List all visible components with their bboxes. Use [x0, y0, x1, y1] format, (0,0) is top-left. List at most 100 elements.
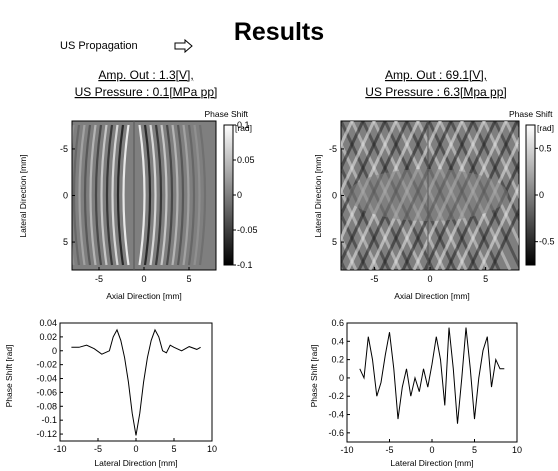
heatmap-left-colorbar-label: 0.1: [237, 120, 250, 130]
heatmap-right-colorbar-label: 0: [539, 190, 544, 200]
wavefront-arc: [154, 124, 163, 266]
heatmap-left-ytick-label: 0: [63, 191, 68, 201]
heatmap-left-colorbar-label: 0.05: [237, 155, 255, 165]
line-left-ytick-label: -0.04: [36, 374, 57, 384]
heatmap-left-xtick-label: 5: [186, 274, 191, 284]
wavefront-arc: [182, 124, 190, 266]
heatmap-right: -5 0 5 -5 0 5 Axial Direction [mm] Lateral Di…: [209, 109, 555, 301]
line-left-ytick-label: -0.12: [36, 429, 57, 439]
wavefront-arc: [160, 124, 168, 266]
heatmap-left-colorbar-label: 0: [237, 190, 242, 200]
heatmap-right-ylabel: Lateral Direction [mm]: [313, 154, 323, 237]
line-plot-right: -10 -5 0 5 10 0.6 0.4 0.2 0 -0.2 -0.4 -0.6 Lateral …: [309, 318, 522, 468]
right-amp-label: Amp. Out : 69.1[V],: [385, 68, 487, 82]
heatmap-left-colorbar-unit: [rad]: [235, 123, 252, 133]
line-right-ylabel: Phase Shift [rad]: [309, 345, 319, 408]
line-left-xtick-label: -5: [94, 444, 102, 454]
heatmap-left-ylabel: Lateral Direction [mm]: [18, 154, 28, 237]
heatmap-right-colorbar: [525, 124, 536, 266]
heatmap-left-colorbar-label: -0.05: [237, 225, 258, 235]
heatmap-right-ytick-label: -5: [329, 144, 337, 154]
page-title: Results: [234, 18, 324, 46]
heatmap-right-colorbar-unit: [rad]: [537, 123, 554, 133]
wave-stripe: [264, 121, 334, 270]
heatmap-left-ytick-label: -5: [60, 144, 68, 154]
heatmap-right-colorbar-label: -0.5: [539, 237, 555, 247]
wavefront-arc: [149, 124, 157, 266]
wavefront-arc: [78, 124, 86, 266]
line-left-ytick-label: -0.08: [36, 401, 57, 411]
wave-stripe: [341, 234, 358, 270]
line-right-xtick-label: -10: [340, 445, 353, 455]
left-amp-label: Amp. Out : 1.3[V],: [98, 68, 193, 82]
propagation-label: US Propagation: [60, 40, 138, 52]
wavefront-arc: [187, 124, 196, 266]
line-left-series: [71, 328, 201, 436]
line-left-xtick-label: 0: [133, 444, 138, 454]
heatmap-right-colorbar-title: Phase Shift: [509, 109, 553, 119]
line-right-xlabel: Lateral Direction [mm]: [390, 458, 473, 468]
wave-stripe: [341, 121, 365, 172]
line-right-ytick-label: 0.4: [331, 336, 344, 346]
arrow-right-icon: [174, 38, 193, 54]
heatmap-left-ytick-label: 5: [63, 237, 68, 247]
wavefront-arc: [89, 124, 97, 266]
heatmap-left: -5 0 5 -5 0 5 Axial Direction [mm] Lateral Di…: [18, 109, 258, 301]
wavefront-arc: [138, 124, 146, 266]
wave-stripe: [478, 183, 519, 270]
line-left-ytick-label: -0.1: [41, 415, 57, 425]
wavefront-arc: [100, 124, 108, 266]
line-plot-left: -10 -5 0 5 10 0.04 0.02 0 -0.02 -0.04 -0.06 -0.08 -0…: [4, 318, 217, 468]
line-right-xtick-label: 5: [472, 445, 477, 455]
heatmap-right-xlabel: Axial Direction [mm]: [394, 291, 470, 301]
wave-stripe: [489, 206, 519, 270]
line-right-ytick-label: -0.2: [328, 391, 344, 401]
line-right-xtick-label: -5: [385, 445, 393, 455]
line-left-ytick-label: 0: [52, 346, 57, 356]
wavefront-arc: [83, 124, 92, 266]
heatmap-left-colorbar-title: Phase Shift: [205, 109, 249, 119]
line-right-ytick-label: 0.6: [331, 318, 344, 328]
wavefront-arc: [171, 124, 179, 266]
wave-stripe: [242, 121, 312, 270]
wavefront-arc: [165, 124, 174, 266]
line-left-ytick-label: -0.02: [36, 360, 57, 370]
wave-stripe: [238, 121, 308, 270]
line-left-xtick-label: -10: [53, 444, 66, 454]
wavefront-arc: [176, 124, 185, 266]
heatmap-left-xtick-label: -5: [95, 274, 103, 284]
line-right-ytick-label: -0.4: [328, 410, 344, 420]
heatmap-right-ytick-label: 0: [332, 191, 337, 201]
wavefront-arc: [105, 124, 114, 266]
heatmap-left-colorbar-label: -0.1: [237, 260, 253, 270]
wavefront-arc: [116, 124, 125, 266]
heatmap-right-colorbar-label: 0.5: [539, 143, 552, 153]
left-pressure-label: US Pressure : 0.1[MPa pp]: [75, 85, 218, 99]
wave-stripe: [341, 121, 376, 195]
line-left-ytick-label: 0.04: [39, 318, 57, 328]
heatmap-right-xtick-label: 5: [483, 274, 488, 284]
wave-stripe: [209, 121, 279, 270]
wavefront-arc: [111, 124, 119, 266]
wavefront-arc: [198, 124, 207, 266]
wave-stripe: [249, 121, 319, 270]
line-right-ytick-label: 0: [339, 373, 344, 383]
heatmap-left-xtick-label: 0: [141, 274, 146, 284]
line-left-plot-area: [59, 322, 213, 442]
heatmap-right-ytick-label: 5: [332, 237, 337, 247]
heatmap-right-xtick-label: -5: [370, 274, 378, 284]
line-left-xtick-label: 10: [207, 444, 217, 454]
line-left-xlabel: Lateral Direction [mm]: [94, 458, 177, 468]
line-left-xtick-label: 5: [171, 444, 176, 454]
wavefront-arc: [122, 124, 130, 266]
line-right-xtick-label: 0: [429, 445, 434, 455]
wavefront-arc: [193, 124, 201, 266]
wave-stripe: [341, 211, 369, 270]
wavefront-arc: [143, 124, 152, 266]
line-left-ytick-label: -0.06: [36, 387, 57, 397]
heatmap-left-xlabel: Axial Direction [mm]: [106, 291, 182, 301]
wavefront-arc: [94, 124, 103, 266]
heatmap-right-xtick-label: 0: [427, 274, 432, 284]
line-right-ytick-label: 0.2: [331, 355, 344, 365]
line-right-series: [359, 327, 505, 424]
